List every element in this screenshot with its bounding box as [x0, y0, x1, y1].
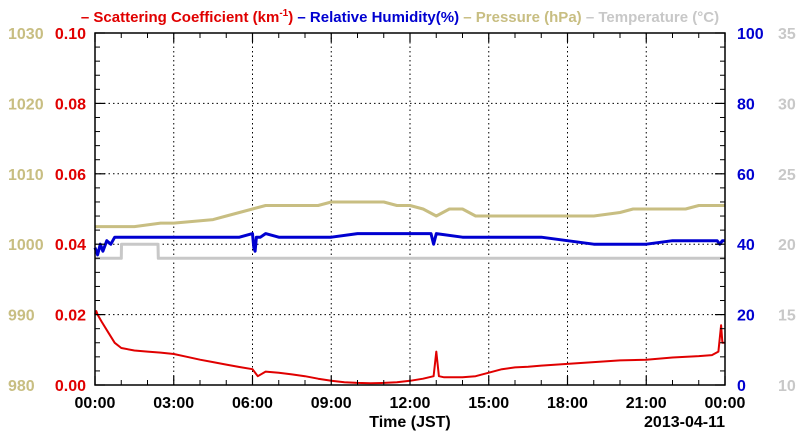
series-line-scat: [94, 310, 725, 385]
y-tick-label-scat: 0.10: [55, 26, 86, 43]
legend-entry-pres: – Pressure (hPa): [459, 9, 582, 26]
legend: – Scattering Coefficient (km-1) – Relati…: [81, 8, 719, 26]
y-tick-label-pres: 1030: [8, 26, 44, 43]
x-tick-label: 21:00: [626, 395, 667, 412]
y-tick-label-rh: 80: [737, 96, 755, 113]
y-tick-label-pres: 1020: [8, 96, 44, 113]
y-tick-label-scat: 0.08: [55, 96, 86, 113]
y-tick-label-scat: 0.04: [55, 237, 86, 254]
x-tick-label: 00:00: [705, 395, 746, 412]
x-axis-title: Time (JST): [369, 414, 451, 431]
y-tick-label-temp: 20: [778, 237, 796, 254]
x-tick-label: 00:00: [75, 395, 116, 412]
series-line-rh: [93, 232, 725, 257]
legend-entry-rh: – Relative Humidity(%): [293, 9, 459, 26]
x-tick-label: 15:00: [468, 395, 509, 412]
grid-layer: [95, 33, 725, 385]
y-tick-label-rh: 0: [737, 378, 746, 395]
y-tick-label-pres: 1000: [8, 237, 44, 254]
label-layer: 00:00 03:00 06:00 09:00 12:00 15:00 18:00 21:00…: [8, 26, 796, 412]
series-layer: [93, 200, 725, 385]
y-tick-label-scat: 0.00: [55, 378, 86, 395]
y-tick-label-temp: 30: [778, 96, 796, 113]
y-tick-label-pres: 1010: [8, 167, 44, 184]
y-tick-label-pres: 990: [8, 308, 35, 325]
legend-entry-scat: -1: [279, 8, 288, 19]
y-tick-label-temp: 10: [778, 378, 796, 395]
x-tick-label: 12:00: [390, 395, 431, 412]
legend-entry-temp: – Temperature (°C): [582, 9, 719, 26]
legend-entry-scat: ): [288, 9, 293, 26]
y-tick-label-rh: 20: [737, 308, 755, 325]
y-tick-label-scat: 0.02: [55, 308, 86, 325]
tick-layer: [94, 32, 726, 386]
x-tick-label: 09:00: [311, 395, 352, 412]
date-label: 2013-04-11: [644, 414, 725, 431]
y-tick-label-rh: 60: [737, 167, 755, 184]
y-tick-label-temp: 25: [778, 167, 796, 184]
x-tick-label: 18:00: [547, 395, 588, 412]
y-tick-label-scat: 0.06: [55, 167, 86, 184]
legend-entry-scat: – Scattering Coefficient (km: [81, 9, 279, 26]
x-tick-label: 06:00: [232, 395, 273, 412]
y-tick-label-pres: 980: [8, 378, 35, 395]
y-tick-label-rh: 100: [737, 26, 764, 43]
y-tick-label-temp: 15: [778, 308, 796, 325]
series-line-pres: [95, 200, 725, 229]
x-tick-label: 03:00: [153, 395, 194, 412]
y-tick-label-temp: 35: [778, 26, 796, 43]
y-tick-label-rh: 40: [737, 237, 755, 254]
series-line-temp: [95, 242, 725, 260]
